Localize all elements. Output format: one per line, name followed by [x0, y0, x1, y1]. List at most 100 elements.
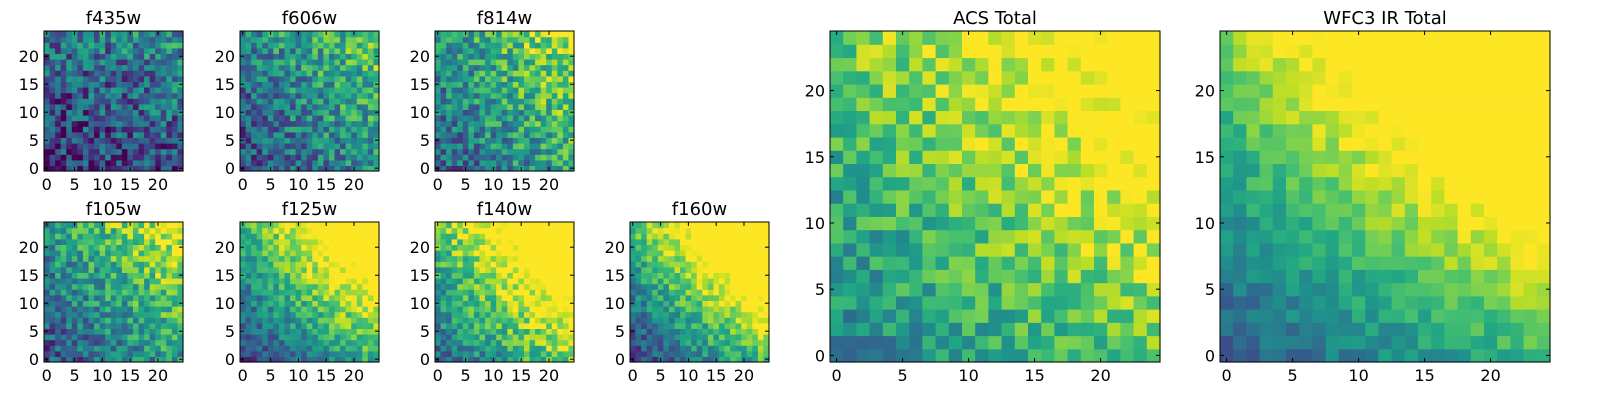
heatmap-cell	[306, 261, 313, 268]
heatmap-cell	[507, 272, 514, 279]
heatmap-cell	[546, 148, 553, 155]
heatmap-cell	[171, 356, 179, 363]
heatmap-cell	[668, 255, 676, 262]
heatmap-cell	[735, 255, 742, 262]
heatmap-cell	[110, 306, 117, 313]
heatmap-cell	[155, 261, 162, 268]
heatmap-cell	[535, 120, 542, 127]
heatmap-cell	[435, 159, 442, 166]
heatmap-cell	[251, 345, 258, 352]
heatmap-cell	[523, 311, 531, 318]
heatmap-cell	[77, 227, 84, 234]
heatmap-cell	[306, 87, 313, 94]
heatmap-cell	[707, 300, 714, 307]
heatmap-cell	[351, 317, 358, 324]
heatmap-cell	[652, 317, 659, 324]
heatmap-cell	[284, 165, 291, 172]
heatmap-cell	[55, 148, 62, 155]
heatmap-cell	[652, 311, 659, 318]
heatmap-cell	[707, 328, 714, 335]
heatmap-cell	[144, 283, 151, 290]
heatmap-cell	[116, 75, 123, 82]
heatmap-cell	[457, 103, 464, 110]
heatmap-cell	[105, 137, 112, 144]
heatmap-cell	[1094, 309, 1108, 323]
heatmap-cell	[60, 36, 67, 43]
heatmap-cell	[166, 36, 173, 43]
heatmap-cell	[245, 356, 252, 363]
heatmap-cell	[730, 272, 737, 279]
heatmap-cell	[60, 356, 67, 363]
heatmap-cell	[290, 272, 297, 279]
heatmap-cell	[55, 266, 62, 273]
heatmap-cell	[66, 115, 73, 122]
heatmap-cell	[66, 250, 73, 257]
heatmap-cell	[529, 261, 536, 268]
heatmap-cell	[132, 109, 140, 116]
heatmap-cell	[149, 109, 156, 116]
heatmap-cell	[641, 283, 648, 290]
heatmap-cell	[462, 272, 469, 279]
heatmap-cell	[66, 98, 73, 105]
heatmap-cell	[635, 283, 642, 290]
heatmap-cell	[440, 70, 447, 77]
heatmap-cell	[149, 339, 156, 346]
heatmap-cell	[485, 339, 492, 346]
heatmap-cell	[922, 256, 937, 270]
heatmap-cell	[501, 227, 508, 234]
heatmap-cell	[328, 339, 336, 346]
heatmap-cell	[94, 81, 101, 88]
heatmap-cell	[367, 294, 375, 301]
heatmap-cell	[323, 322, 330, 329]
heatmap-cell	[166, 31, 173, 38]
heatmap-cell	[562, 289, 570, 296]
heatmap-cell	[896, 295, 910, 310]
heatmap-cell	[668, 222, 676, 229]
heatmap-cell	[523, 272, 531, 279]
heatmap-cell	[334, 154, 341, 161]
heatmap-cell	[512, 115, 519, 122]
heatmap-cell	[149, 137, 156, 144]
heatmap-cell	[641, 300, 648, 307]
heatmap-cell	[988, 295, 1003, 310]
heatmap-cell	[328, 159, 336, 166]
heatmap-cell	[290, 92, 297, 99]
heatmap-cell	[301, 98, 308, 105]
heatmap-cell	[518, 317, 525, 324]
heatmap-cell	[251, 115, 258, 122]
heatmap-cell	[512, 250, 519, 257]
heatmap-cell	[663, 306, 670, 313]
heatmap-cell	[680, 300, 687, 307]
heatmap-cell	[328, 87, 336, 94]
heatmap-cell	[507, 159, 514, 166]
heatmap-cell	[155, 92, 162, 99]
heatmap-cell	[256, 227, 263, 234]
heatmap-cell	[496, 109, 503, 116]
heatmap-cell	[245, 339, 252, 346]
heatmap-cell	[144, 70, 151, 77]
heatmap-cell	[496, 255, 503, 262]
heatmap-cell	[446, 36, 453, 43]
heatmap-cell	[278, 272, 286, 279]
heatmap-cell	[267, 109, 274, 116]
heatmap-cell	[680, 339, 687, 346]
heatmap-cell	[529, 53, 536, 60]
heatmap-cell	[99, 261, 106, 268]
heatmap-cell	[540, 334, 547, 341]
heatmap-cell	[351, 70, 358, 77]
heatmap-cell	[641, 238, 648, 245]
heatmap-cell	[295, 75, 302, 82]
heatmap-cell	[273, 81, 280, 88]
heatmap-cell	[735, 294, 742, 301]
heatmap-cell	[127, 233, 134, 240]
heatmap-cell	[446, 70, 453, 77]
heatmap-cell	[323, 115, 330, 122]
heatmap-cell	[468, 255, 475, 262]
heatmap-cell	[240, 317, 247, 324]
heatmap-cell	[334, 227, 341, 234]
heatmap-cell	[110, 328, 117, 335]
heatmap-cell	[77, 350, 84, 357]
heatmap-cell	[328, 47, 336, 54]
heatmap-cell	[535, 53, 542, 60]
heatmap-cell	[105, 92, 112, 99]
